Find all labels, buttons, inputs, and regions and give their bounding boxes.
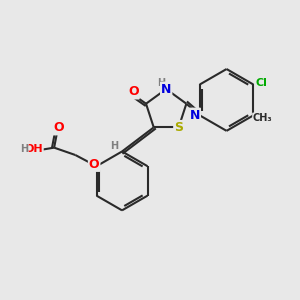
Text: N: N [161,82,171,95]
Text: H: H [110,141,118,151]
Text: CH₃: CH₃ [253,113,273,123]
Text: H: H [157,78,165,88]
Text: OH: OH [24,144,43,154]
Text: O: O [89,158,100,171]
Text: O: O [128,85,139,98]
Text: N: N [190,109,200,122]
Text: Cl: Cl [256,78,268,88]
Text: O: O [53,122,64,134]
Text: H: H [20,143,28,154]
Text: S: S [174,121,183,134]
